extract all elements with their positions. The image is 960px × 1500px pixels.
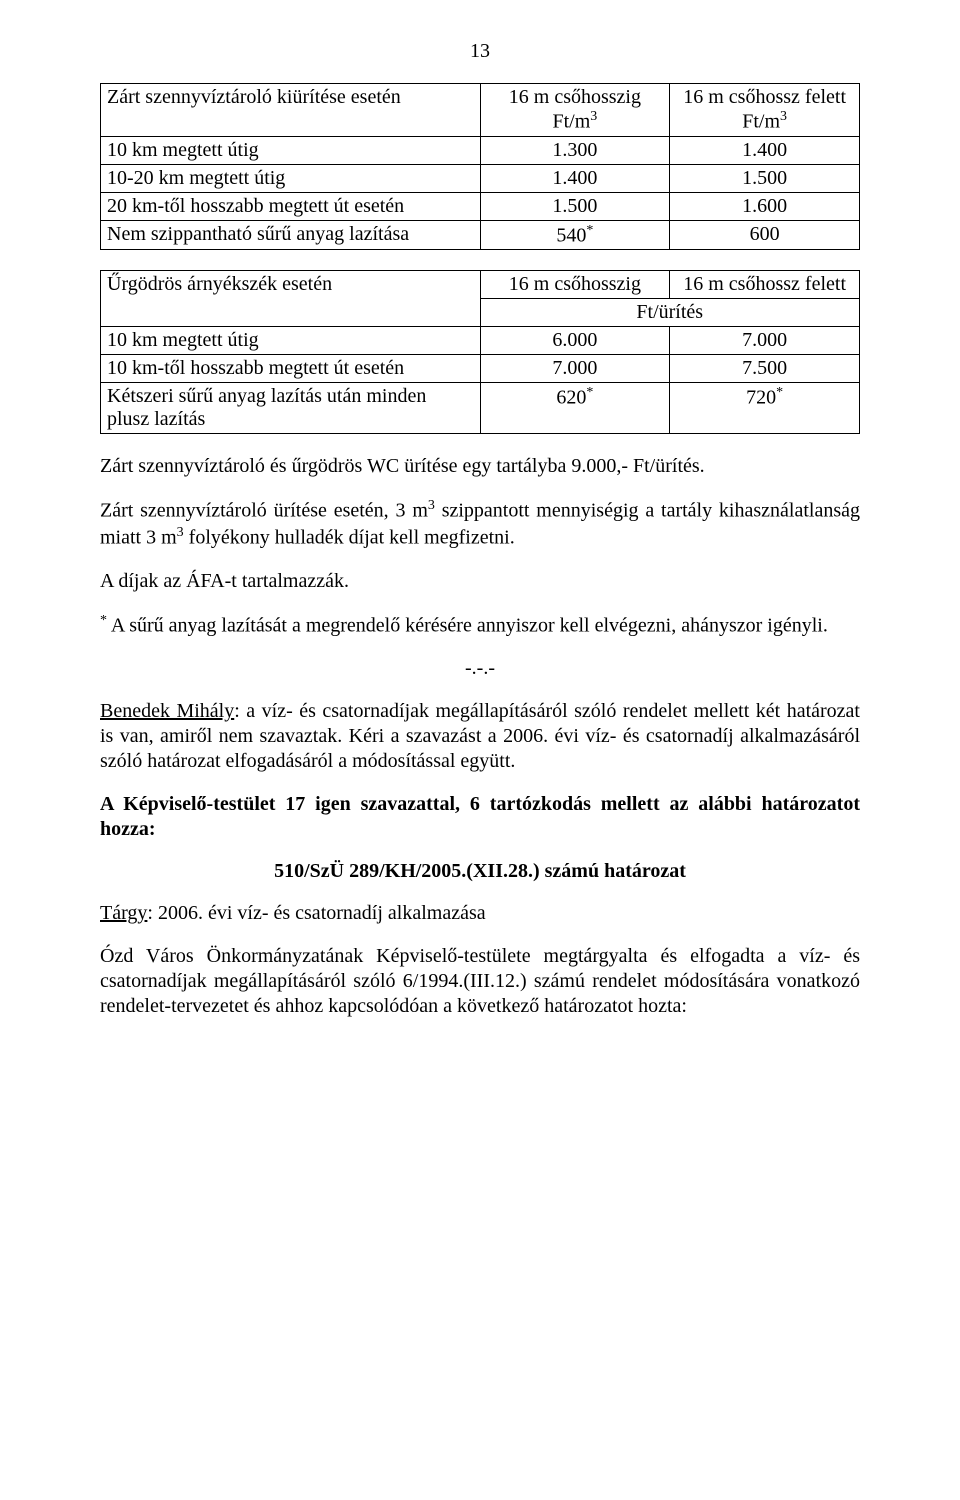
table-row: 20 km-től hosszabb megtett út esetén 1.5… bbox=[101, 192, 860, 220]
table-row: Zárt szennyvíztároló kiürítése esetén 16… bbox=[101, 84, 860, 137]
text: Ft/m bbox=[552, 111, 590, 133]
cell: 540* bbox=[480, 220, 670, 250]
cell: 7.000 bbox=[480, 355, 670, 383]
sup: 3 bbox=[780, 109, 787, 124]
paragraph-2: Zárt szennyvíztároló ürítése esetén, 3 m… bbox=[100, 497, 860, 550]
text: 620 bbox=[556, 387, 586, 409]
cell: 16 m csőhosszig bbox=[480, 271, 670, 299]
cell: 1.300 bbox=[480, 136, 670, 164]
table-2: Űrgödrös árnyékszék esetén 16 m csőhossz… bbox=[100, 270, 860, 434]
cell: Kétszeri sűrű anyag lazítás után minden … bbox=[101, 383, 481, 434]
cell: 20 km-től hosszabb megtett út esetén bbox=[101, 192, 481, 220]
cell: 16 m csőhossz felett bbox=[670, 271, 860, 299]
page-content: 13 Zárt szennyvíztároló kiürítése esetén… bbox=[0, 0, 960, 1077]
table-row: 10 km megtett útig 1.300 1.400 bbox=[101, 136, 860, 164]
paragraph-4: * A sűrű anyag lazítását a megrendelő ké… bbox=[100, 612, 860, 639]
table-1: Zárt szennyvíztároló kiürítése esetén 16… bbox=[100, 83, 860, 250]
sup: * bbox=[586, 385, 593, 400]
cell: 10 km megtett útig bbox=[101, 327, 481, 355]
sup: * bbox=[100, 613, 107, 628]
text: Zárt szennyvíztároló ürítése esetén, 3 m bbox=[100, 500, 428, 522]
cell: 1.500 bbox=[480, 192, 670, 220]
cell: 600 bbox=[670, 220, 860, 250]
table-row: Űrgödrös árnyékszék esetén 16 m csőhossz… bbox=[101, 271, 860, 299]
paragraph-6: A Képviselő-testület 17 igen szavazattal… bbox=[100, 792, 860, 842]
table-row: Kétszeri sűrű anyag lazítás után minden … bbox=[101, 383, 860, 434]
page-number: 13 bbox=[100, 40, 860, 63]
cell: Nem szippantható sűrű anyag lazítása bbox=[101, 220, 481, 250]
paragraph-7: Tárgy: 2006. évi víz- és csatornadíj alk… bbox=[100, 901, 860, 926]
resolution-title: 510/SzÜ 289/KH/2005.(XII.28.) számú hatá… bbox=[100, 860, 860, 883]
cell: 10-20 km megtett útig bbox=[101, 164, 481, 192]
text: Ft/m bbox=[742, 111, 780, 133]
text: A sűrű anyag lazítását a megrendelő kéré… bbox=[107, 614, 828, 636]
table-row: 10 km megtett útig 6.000 7.000 bbox=[101, 327, 860, 355]
text: 16 m csőhossz felett bbox=[683, 86, 846, 108]
cell: 7.000 bbox=[670, 327, 860, 355]
cell: 16 m csőhosszig Ft/m3 bbox=[480, 84, 670, 137]
text: 16 m csőhosszig bbox=[509, 86, 641, 108]
speaker-name: Benedek Mihály bbox=[100, 700, 234, 722]
paragraph-1: Zárt szennyvíztároló és űrgödrös WC ürít… bbox=[100, 454, 860, 479]
cell: 620* bbox=[480, 383, 670, 434]
sup: 3 bbox=[590, 109, 597, 124]
cell: 1.400 bbox=[480, 164, 670, 192]
cell: 16 m csőhossz felett Ft/m3 bbox=[670, 84, 860, 137]
cell: Űrgödrös árnyékszék esetén bbox=[101, 271, 481, 327]
text: : 2006. évi víz- és csatornadíj alkalmaz… bbox=[147, 902, 485, 924]
table-row: 10-20 km megtett útig 1.400 1.500 bbox=[101, 164, 860, 192]
cell: 1.500 bbox=[670, 164, 860, 192]
cell: 10 km-től hosszabb megtett út esetén bbox=[101, 355, 481, 383]
sup: * bbox=[776, 385, 783, 400]
cell: 10 km megtett útig bbox=[101, 136, 481, 164]
cell: 720* bbox=[670, 383, 860, 434]
sup: * bbox=[586, 223, 593, 238]
sup: 3 bbox=[177, 525, 184, 540]
text: folyékony hulladék díjat kell megfizetni… bbox=[184, 527, 515, 549]
cell: 1.600 bbox=[670, 192, 860, 220]
table-row: 10 km-től hosszabb megtett út esetén 7.0… bbox=[101, 355, 860, 383]
paragraph-5: Benedek Mihály: a víz- és csatornadíjak … bbox=[100, 699, 860, 774]
separator: -.-.- bbox=[100, 656, 860, 681]
cell: 7.500 bbox=[670, 355, 860, 383]
text: 720 bbox=[746, 387, 776, 409]
cell: Zárt szennyvíztároló kiürítése esetén bbox=[101, 84, 481, 137]
sup: 3 bbox=[428, 498, 435, 513]
paragraph-8: Ózd Város Önkormányzatának Képviselő-tes… bbox=[100, 944, 860, 1019]
subject-label: Tárgy bbox=[100, 902, 147, 924]
table-row: Nem szippantható sűrű anyag lazítása 540… bbox=[101, 220, 860, 250]
text: 540 bbox=[556, 224, 586, 246]
paragraph-3: A díjak az ÁFA-t tartalmazzák. bbox=[100, 569, 860, 594]
cell: Ft/ürítés bbox=[480, 299, 860, 327]
cell: 6.000 bbox=[480, 327, 670, 355]
cell: 1.400 bbox=[670, 136, 860, 164]
